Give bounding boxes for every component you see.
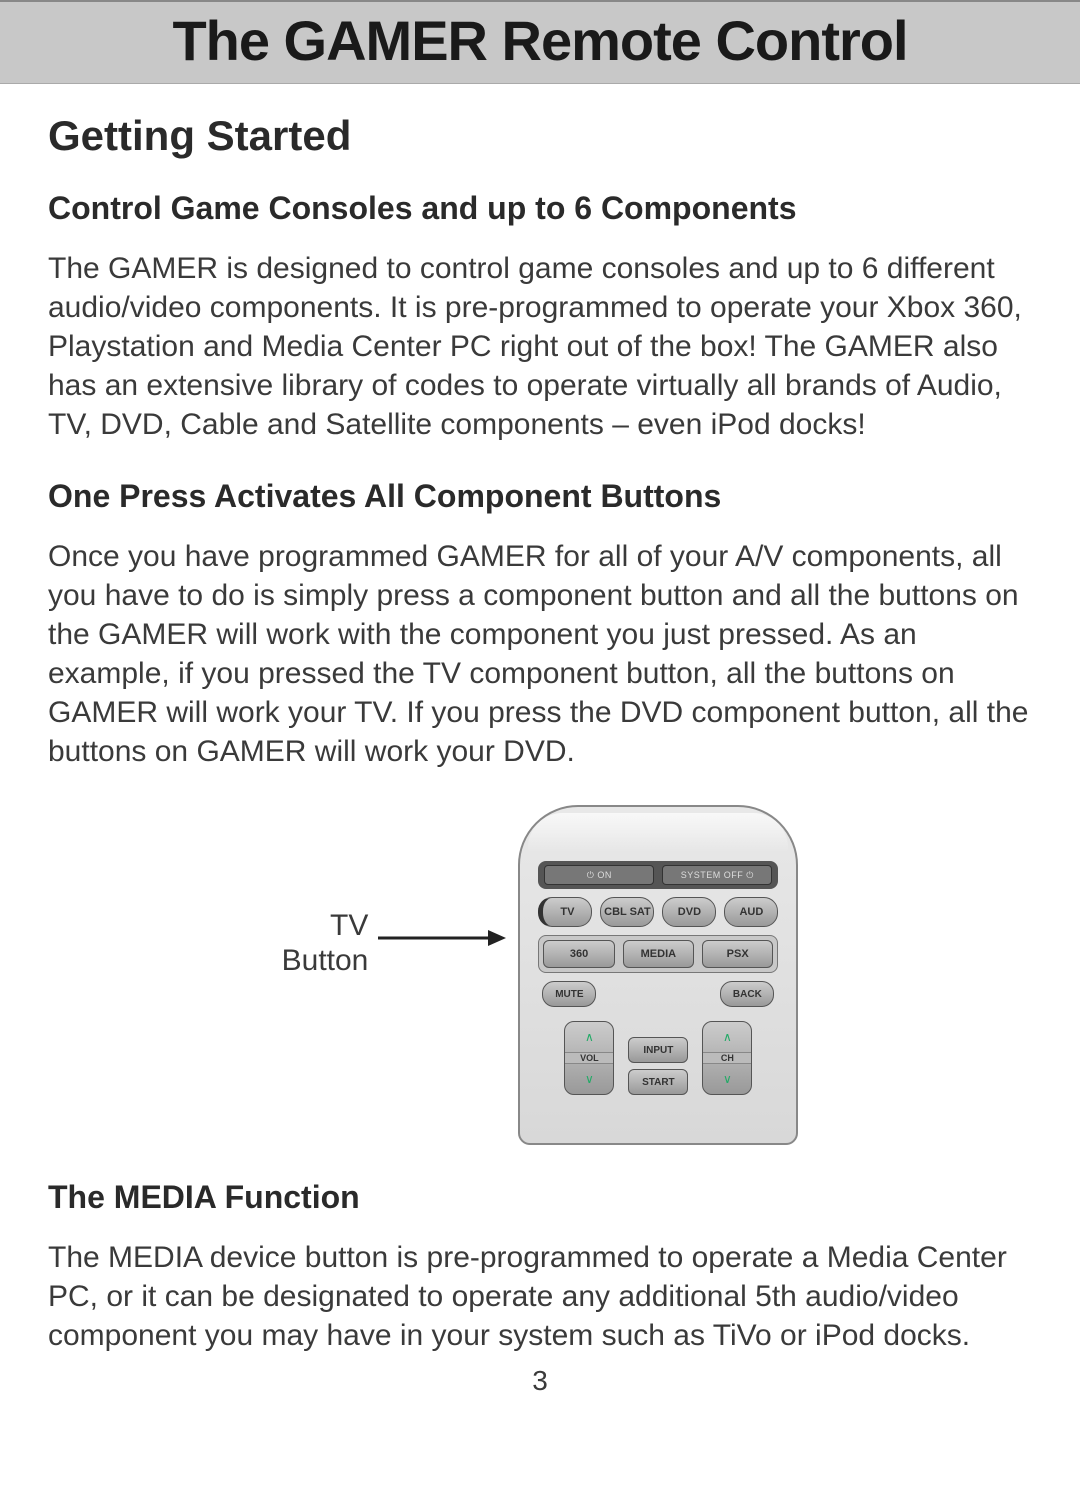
heading-control-consoles: Control Game Consoles and up to 6 Compon… bbox=[48, 190, 1032, 227]
vol-label: VOL bbox=[565, 1052, 613, 1064]
callout-tv-button: TV Button bbox=[282, 805, 369, 978]
component-row-1: TV CBL SAT DVD AUD bbox=[538, 897, 778, 927]
callout-line2: Button bbox=[282, 944, 369, 977]
tv-button: TV bbox=[538, 897, 592, 927]
aud-button: AUD bbox=[724, 897, 778, 927]
callout-arrow-icon bbox=[378, 923, 508, 953]
bottom-controls: ∧ VOL ∨ INPUT START ∧ CH ∨ bbox=[538, 1021, 778, 1095]
system-off-button: SYSTEM OFF ⏻ bbox=[662, 865, 772, 885]
console-row-group: 360 MEDIA PSX bbox=[538, 935, 778, 973]
360-button: 360 bbox=[543, 940, 614, 968]
cbl-sat-button: CBL SAT bbox=[600, 897, 654, 927]
heading-media-function: The MEDIA Function bbox=[48, 1179, 1032, 1216]
heading-one-press: One Press Activates All Component Button… bbox=[48, 478, 1032, 515]
figure-remote: TV Button ⏻ ON SYSTEM OFF ⏻ TV CBL SAT D… bbox=[48, 805, 1032, 1145]
title-banner: The GAMER Remote Control bbox=[0, 0, 1080, 84]
vol-down-icon: ∨ bbox=[565, 1064, 613, 1094]
mute-back-row: MUTE BACK bbox=[538, 981, 778, 1007]
ch-rocker: ∧ CH ∨ bbox=[702, 1021, 752, 1095]
vol-rocker: ∧ VOL ∨ bbox=[564, 1021, 614, 1095]
para-control-consoles: The GAMER is designed to control game co… bbox=[48, 249, 1032, 444]
callout-line1: TV bbox=[330, 909, 368, 942]
vol-up-icon: ∧ bbox=[565, 1022, 613, 1052]
ch-up-icon: ∧ bbox=[703, 1022, 751, 1052]
para-one-press: Once you have programmed GAMER for all o… bbox=[48, 537, 1032, 771]
input-button: INPUT bbox=[628, 1037, 688, 1063]
ch-label: CH bbox=[703, 1052, 751, 1064]
remote-illustration: ⏻ ON SYSTEM OFF ⏻ TV CBL SAT DVD AUD 360… bbox=[518, 805, 798, 1145]
content-area: Getting Started Control Game Consoles an… bbox=[0, 84, 1080, 1397]
power-row: ⏻ ON SYSTEM OFF ⏻ bbox=[538, 861, 778, 889]
psx-button: PSX bbox=[702, 940, 773, 968]
page-title: The GAMER Remote Control bbox=[0, 8, 1080, 73]
power-on-button: ⏻ ON bbox=[544, 865, 654, 885]
start-button: START bbox=[628, 1069, 688, 1095]
media-button: MEDIA bbox=[623, 940, 694, 968]
dvd-button: DVD bbox=[662, 897, 716, 927]
para-media-function: The MEDIA device button is pre-programme… bbox=[48, 1238, 1032, 1355]
mute-button: MUTE bbox=[542, 981, 596, 1007]
back-button: BACK bbox=[720, 981, 774, 1007]
mid-column: INPUT START bbox=[628, 1021, 688, 1095]
page-number: 3 bbox=[48, 1365, 1032, 1397]
ch-down-icon: ∨ bbox=[703, 1064, 751, 1094]
heading-getting-started: Getting Started bbox=[48, 112, 1032, 160]
